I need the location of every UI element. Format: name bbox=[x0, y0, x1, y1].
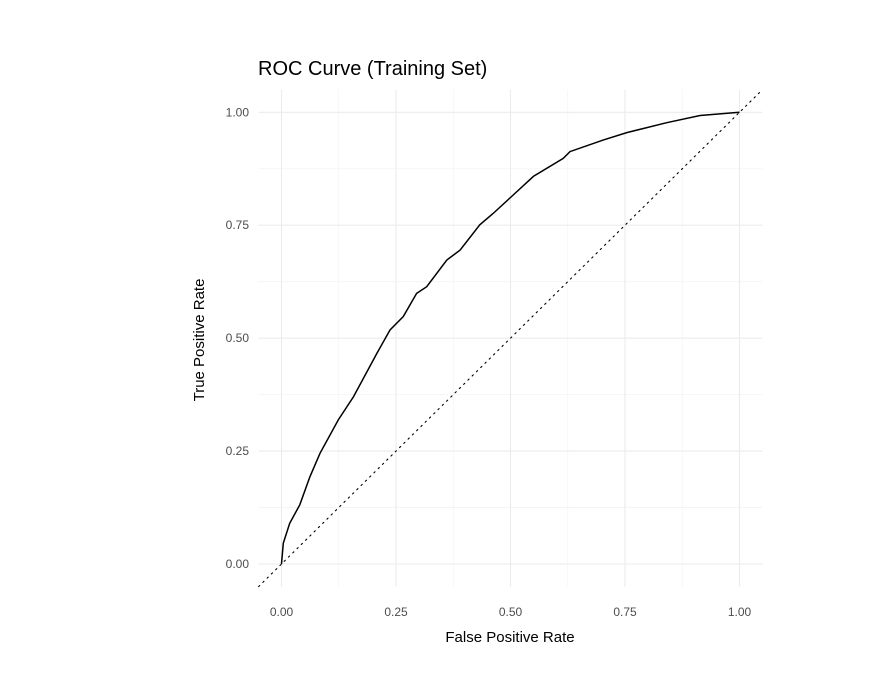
x-axis-label: False Positive Rate bbox=[445, 629, 574, 646]
x-tick-label: 0.75 bbox=[613, 605, 637, 619]
grid bbox=[258, 89, 763, 587]
y-tick-label: 0.00 bbox=[226, 557, 250, 571]
x-tick-label: 0.25 bbox=[384, 605, 408, 619]
roc-curve-line bbox=[280, 111, 740, 565]
x-tick-label: 0.00 bbox=[270, 605, 294, 619]
chart-title: ROC Curve (Training Set) bbox=[258, 58, 487, 80]
y-axis-ticks: 0.00 0.25 0.50 0.75 1.00 bbox=[226, 105, 250, 571]
x-tick-label: 0.50 bbox=[499, 605, 523, 619]
y-tick-label: 0.50 bbox=[226, 331, 250, 345]
x-axis-ticks: 0.00 0.25 0.50 0.75 1.00 bbox=[270, 605, 752, 619]
diagonal-reference-line bbox=[258, 89, 763, 588]
y-tick-label: 0.75 bbox=[226, 218, 250, 232]
y-tick-label: 1.00 bbox=[226, 105, 250, 119]
x-tick-label: 1.00 bbox=[728, 605, 752, 619]
y-tick-label: 0.25 bbox=[226, 444, 250, 458]
y-axis-label: True Positive Rate bbox=[191, 279, 208, 402]
